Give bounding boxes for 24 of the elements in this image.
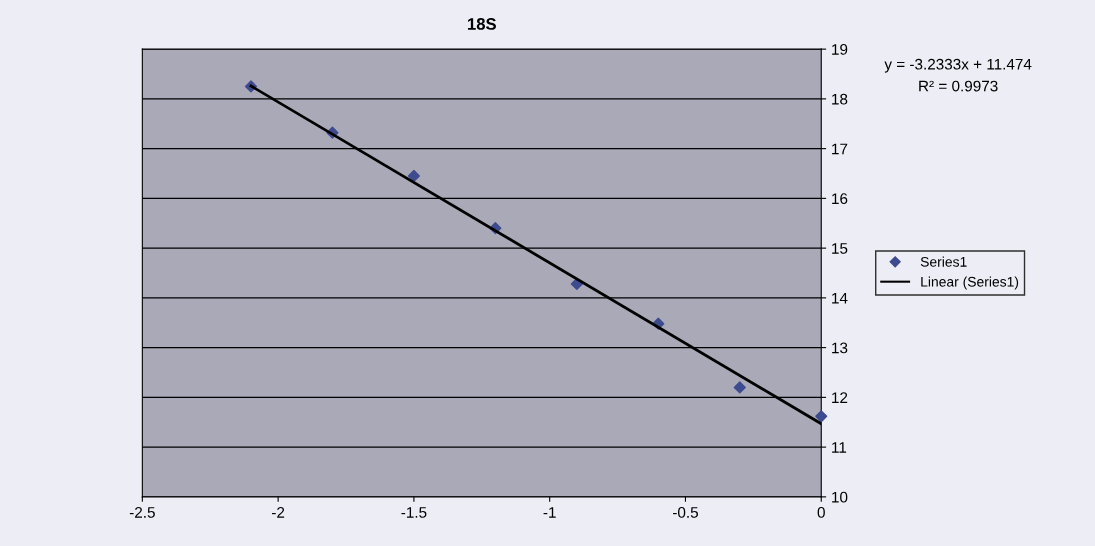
legend-label: Linear (Series1) — [921, 276, 1019, 290]
y-tick-label: 15 — [832, 243, 848, 254]
y-tick-label: 16 — [832, 193, 848, 205]
chart-title: 18S — [468, 18, 496, 30]
y-tick-label: 11 — [832, 442, 847, 453]
y-tick-label: 10 — [832, 491, 848, 503]
point — [815, 410, 828, 423]
y-tick-label: 19 — [832, 44, 848, 55]
text: R² = 0.9973 — [919, 80, 998, 92]
x-tick-label: 0 — [817, 506, 825, 518]
y-tick-label: 18 — [832, 93, 848, 105]
x-tick-label: -1.5 — [401, 507, 427, 518]
x-tick-label: -0.5 — [672, 506, 698, 518]
y-tick-label: 14 — [832, 292, 848, 304]
y-tick-label: 12 — [832, 392, 848, 403]
legend-label: Series1 — [920, 256, 967, 267]
point — [733, 381, 746, 394]
text: y = -3.2333x + 11.474 — [884, 58, 1032, 73]
y-tick-label: 13 — [832, 342, 848, 354]
x-tick-label: -2 — [272, 506, 285, 518]
y-tick-label: 17 — [832, 143, 848, 155]
point — [407, 169, 420, 183]
x-tick-label: -1 — [543, 507, 556, 518]
x-tick-label: -2.5 — [129, 506, 155, 518]
